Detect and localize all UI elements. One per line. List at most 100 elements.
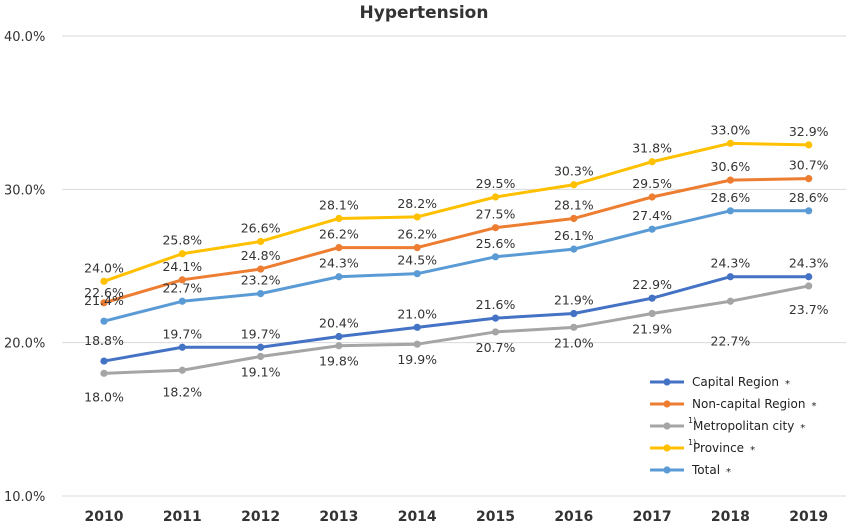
legend-label-metro: Metropolitan city [693, 419, 794, 433]
data-point-province [413, 213, 421, 221]
data-point-province [335, 214, 343, 223]
data-point-metro [100, 369, 108, 377]
x-tick-label: 2010 [85, 509, 124, 525]
data-label-capital: 21.9% [554, 293, 594, 308]
x-tick-label: 2016 [554, 509, 593, 525]
data-label-province: 28.1% [319, 197, 359, 212]
data-label-noncapital: 24.1% [162, 259, 202, 274]
legend-label-noncapital: Non-capital Region [692, 397, 805, 411]
legend-label-province: Province [693, 441, 744, 455]
data-label-metro: 19.8% [319, 354, 359, 369]
data-label-total: 27.4% [632, 208, 672, 223]
data-label-total: 28.6% [789, 190, 829, 205]
data-point-metro [570, 323, 578, 331]
data-point-metro [413, 340, 421, 348]
data-label-metro: 21.9% [632, 322, 672, 337]
data-label-noncapital: 28.1% [554, 197, 594, 212]
data-point-noncapital [805, 175, 813, 183]
data-point-capital [648, 294, 656, 302]
data-label-noncapital: 27.5% [476, 207, 516, 222]
data-label-capital: 21.0% [397, 306, 437, 321]
data-point-capital [805, 273, 813, 281]
legend-footnote-metro: 1) [688, 416, 696, 425]
chart-title: Hypertension [360, 3, 489, 23]
data-point-metro [257, 352, 265, 361]
x-tick-label: 2019 [789, 509, 828, 525]
data-point-metro [335, 342, 343, 350]
legend-footnote-province: 1) [688, 438, 696, 447]
y-tick-label: 10.0% [4, 490, 45, 505]
legend-marker-metro [663, 422, 671, 430]
legend-marker-noncapital [663, 400, 671, 408]
data-point-noncapital [491, 224, 500, 232]
data-point-total [335, 273, 343, 281]
data-point-metro [648, 309, 656, 318]
data-point-province [726, 139, 735, 147]
legend-star-metro: * [800, 423, 805, 434]
data-label-metro: 19.9% [397, 352, 437, 367]
data-label-total: 24.5% [397, 253, 437, 268]
series-line-province [103, 141, 809, 283]
data-point-total [491, 253, 500, 261]
data-point-noncapital [100, 299, 108, 307]
data-label-province: 25.8% [162, 233, 202, 248]
x-tick-label: 2018 [711, 509, 750, 525]
series-line-metro [103, 284, 809, 375]
legend-marker-province [663, 444, 671, 452]
data-point-noncapital [570, 214, 578, 223]
legend-star-noncapital: * [811, 401, 816, 412]
legend-star-province: * [750, 445, 755, 456]
gridlines [62, 35, 846, 497]
data-point-metro [805, 282, 813, 290]
data-label-noncapital: 24.8% [241, 248, 281, 263]
data-label-capital: 21.6% [476, 297, 516, 312]
data-point-total [570, 245, 578, 253]
data-point-capital [570, 309, 578, 318]
legend: Capital Region *Non-capital Region *1)Metr… [650, 375, 816, 478]
data-point-total [805, 207, 813, 215]
x-tick-label: 2013 [319, 509, 358, 525]
x-tick-label: 2015 [476, 509, 515, 525]
data-point-metro [491, 328, 500, 336]
data-label-metro: 22.7% [711, 333, 751, 348]
data-label-total: 26.1% [554, 228, 594, 243]
data-point-noncapital [648, 193, 656, 201]
data-label-total: 24.3% [319, 256, 359, 271]
data-point-capital [726, 273, 735, 281]
data-point-province [178, 250, 186, 258]
data-point-province [257, 237, 265, 246]
data-label-noncapital: 26.2% [397, 227, 437, 242]
data-label-noncapital: 30.7% [789, 158, 829, 173]
data-label-capital: 19.7% [241, 326, 281, 341]
data-point-noncapital [257, 265, 265, 273]
data-point-capital [413, 323, 421, 331]
data-label-province: 29.5% [476, 176, 516, 191]
series-line-noncapital [103, 177, 809, 305]
data-label-metro: 21.0% [554, 335, 594, 350]
data-label-province: 28.2% [397, 196, 437, 211]
data-point-noncapital [413, 244, 421, 252]
data-label-noncapital: 30.6% [711, 159, 751, 174]
data-label-province: 24.0% [84, 260, 124, 275]
series-line-total [103, 209, 809, 323]
series-line-capital [103, 275, 809, 363]
data-point-province [805, 141, 813, 149]
data-label-total: 21.4% [84, 293, 124, 308]
data-point-total [648, 225, 656, 233]
legend-star-total: * [726, 467, 731, 478]
data-label-total: 25.6% [476, 236, 516, 251]
data-label-metro: 19.1% [241, 364, 281, 379]
legend-star-capital: * [785, 379, 790, 390]
data-label-province: 33.0% [711, 122, 751, 137]
data-label-metro: 23.7% [789, 302, 829, 317]
data-label-total: 28.6% [711, 190, 751, 205]
data-label-total: 22.7% [162, 280, 202, 295]
x-tick-label: 2011 [163, 509, 202, 525]
y-tick-label: 20.0% [4, 337, 45, 352]
y-tick-label: 30.0% [4, 183, 45, 198]
data-point-noncapital [726, 176, 735, 184]
data-label-province: 26.6% [241, 220, 281, 235]
y-axis: 10.0% 20.0% 30.0% 40.0% [4, 30, 45, 505]
data-point-metro [178, 366, 186, 374]
